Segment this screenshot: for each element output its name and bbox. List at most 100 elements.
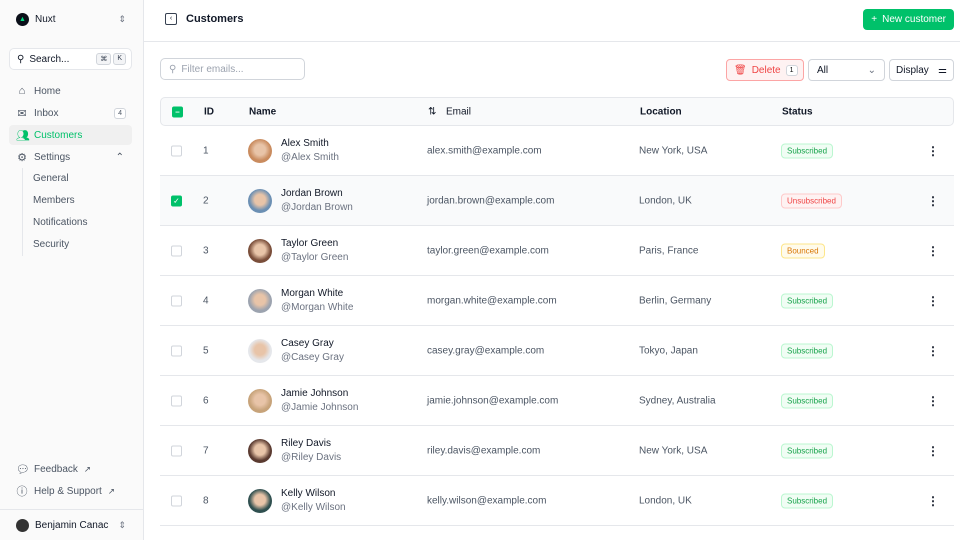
customer-email: jamie.johnson@example.com — [427, 395, 559, 406]
customer-handle: @Alex Smith — [281, 151, 339, 163]
display-label: Display — [896, 64, 929, 76]
sort-icon[interactable]: ⇅ — [428, 106, 437, 117]
column-email[interactable]: Email — [446, 106, 472, 117]
sidebar-item-settings[interactable]: ⚙ Settings ⌃ — [9, 147, 132, 167]
table-row[interactable]: 4 Morgan White @Morgan White morgan.white… — [160, 276, 954, 326]
avatar — [16, 519, 29, 532]
chevron-up-icon: ⌃ — [115, 151, 124, 163]
customer-email: morgan.white@example.com — [427, 295, 557, 306]
trash-icon: 🗑︎ — [734, 64, 747, 76]
row-checkbox[interactable] — [171, 495, 182, 506]
customer-email: jordan.brown@example.com — [427, 195, 555, 206]
row-checkbox[interactable] — [171, 245, 182, 256]
new-customer-button[interactable]: + New customer — [863, 9, 954, 30]
customer-location: Berlin, Germany — [639, 295, 712, 306]
customer-email: riley.davis@example.com — [427, 445, 541, 456]
table-row[interactable]: 3 Taylor Green @Taylor Green taylor.green… — [160, 226, 954, 276]
inbox-count-badge: 4 — [114, 107, 126, 119]
customer-location: New York, USA — [639, 145, 708, 156]
customer-location: London, UK — [639, 495, 692, 506]
customer-id: 6 — [203, 395, 209, 406]
row-actions-icon[interactable]: ⋮ — [927, 143, 939, 158]
status-badge: Subscribed — [781, 493, 834, 508]
column-id[interactable]: ID — [204, 106, 214, 117]
new-customer-label: New customer — [882, 14, 946, 25]
customer-name-cell: Taylor Green @Taylor Green — [281, 237, 348, 265]
table-row[interactable]: 5 Casey Gray @Casey Gray casey.gray@examp… — [160, 326, 954, 376]
avatar — [248, 288, 272, 313]
row-actions-icon[interactable]: ⋮ — [927, 393, 939, 408]
delete-button[interactable]: 🗑︎ Delete 1 — [726, 59, 804, 81]
row-checkbox[interactable] — [171, 145, 182, 156]
filter-placeholder: Filter emails... — [181, 63, 244, 75]
customer-handle: @Jordan Brown — [281, 201, 353, 213]
row-actions-icon[interactable]: ⋮ — [927, 343, 939, 358]
sidebar-item-members[interactable]: Members — [33, 195, 75, 206]
feedback-label: Feedback — [34, 463, 78, 475]
customer-handle: @Morgan White — [281, 301, 354, 313]
avatar — [248, 388, 272, 413]
search-button[interactable]: ⚲ Search... ⌘ K — [9, 48, 132, 70]
table-row[interactable]: 7 Riley Davis @Riley Davis riley.davis@ex… — [160, 426, 954, 476]
help-support-link[interactable]: ⓘ Help & Support ↗ — [9, 481, 132, 501]
table-row[interactable]: 1 Alex Smith @Alex Smith alex.smith@examp… — [160, 126, 954, 176]
sidebar-item-label: Settings — [34, 151, 71, 163]
status-badge: Bounced — [781, 243, 825, 258]
table-row[interactable]: 8 Kelly Wilson @Kelly Wilson kelly.wilson… — [160, 476, 954, 526]
sidebar-item-inbox[interactable]: ✉ Inbox 4 — [9, 103, 132, 123]
row-checkbox[interactable] — [171, 295, 182, 306]
table-row[interactable]: ✓ 2 Jordan Brown @Jordan Brown jordan.bro… — [160, 176, 954, 226]
column-name[interactable]: Name — [249, 106, 277, 117]
avatar — [248, 438, 272, 463]
customer-id: 4 — [203, 295, 209, 306]
row-checkbox[interactable] — [171, 345, 182, 356]
row-actions-icon[interactable]: ⋮ — [927, 443, 939, 458]
sidebar-item-home[interactable]: ⌂ Home — [9, 81, 132, 101]
sidebar-item-label: Home — [34, 85, 61, 97]
column-status[interactable]: Status — [782, 106, 813, 117]
home-icon: ⌂ — [18, 85, 26, 97]
column-location[interactable]: Location — [640, 106, 682, 117]
team-switcher[interactable]: ▲ Nuxt ⇕ — [16, 13, 126, 26]
sidebar: ▲ Nuxt ⇕ ⚲ Search... ⌘ K ⌂ Home ✉ Inbox 4 👥︎… — [0, 0, 144, 540]
customer-email: casey.gray@example.com — [427, 345, 545, 356]
customer-name: Morgan White — [281, 287, 344, 299]
row-actions-icon[interactable]: ⋮ — [927, 493, 939, 508]
sidebar-collapse-icon[interactable]: ‹ — [165, 13, 177, 25]
row-actions-icon[interactable]: ⋮ — [927, 243, 939, 258]
sidebar-item-customers[interactable]: 👥︎ Customers — [9, 125, 132, 145]
row-checkbox[interactable] — [171, 395, 182, 406]
status-badge: Subscribed — [781, 143, 834, 158]
customer-id: 7 — [203, 445, 209, 456]
customer-id: 3 — [203, 245, 209, 256]
table-header: – ID Name ⇅ Email Location Status — [160, 97, 954, 126]
chevron-up-down-icon: ⇕ — [118, 14, 126, 24]
table-row[interactable]: 6 Jamie Johnson @Jamie Johnson jamie.john… — [160, 376, 954, 426]
avatar — [248, 188, 272, 213]
search-label: Search... — [29, 53, 70, 65]
avatar — [248, 338, 272, 363]
row-actions-icon[interactable]: ⋮ — [927, 193, 939, 208]
select-all-checkbox[interactable]: – — [172, 106, 183, 117]
customer-name: Kelly Wilson — [281, 487, 336, 499]
status-select[interactable]: All ⌄ — [808, 59, 885, 81]
row-checkbox[interactable] — [171, 445, 182, 456]
user-menu[interactable]: Benjamin Canac ⇕ — [0, 509, 143, 540]
row-checkbox[interactable]: ✓ — [171, 195, 182, 206]
display-button[interactable]: Display ⚌ — [889, 59, 954, 81]
customer-name: Riley Davis — [281, 437, 332, 449]
status-badge: Unsubscribed — [781, 193, 842, 208]
sidebar-item-notifications[interactable]: Notifications — [33, 217, 88, 228]
row-actions-icon[interactable]: ⋮ — [927, 293, 939, 308]
customer-name: Taylor Green — [281, 237, 339, 249]
chat-icon: 💬︎ — [16, 463, 30, 476]
feedback-link[interactable]: 💬︎ Feedback ↗ — [16, 463, 91, 476]
sidebar-item-label: Customers — [34, 129, 83, 141]
filter-emails-input[interactable]: ⚲ Filter emails... — [160, 58, 305, 80]
avatar — [248, 488, 272, 513]
customers-table: – ID Name ⇅ Email Location Status 1 Alex… — [160, 97, 954, 526]
status-badge: Subscribed — [781, 343, 834, 358]
sliders-icon: ⚌ — [938, 64, 947, 76]
sidebar-item-general[interactable]: General — [33, 173, 69, 184]
sidebar-item-security[interactable]: Security — [33, 239, 70, 250]
